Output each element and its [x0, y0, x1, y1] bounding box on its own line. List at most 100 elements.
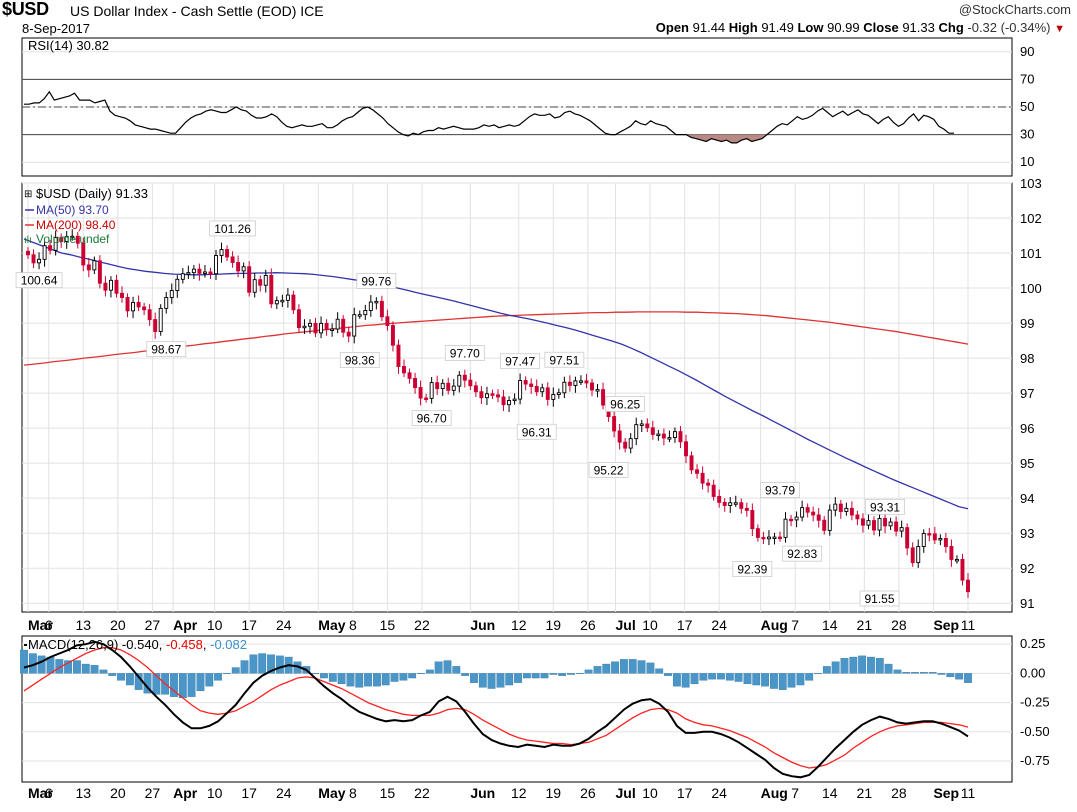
x-tick-label: Sep — [933, 617, 959, 633]
candle — [379, 295, 384, 321]
candle-body — [368, 301, 373, 311]
candle — [396, 339, 401, 374]
candle — [131, 296, 136, 319]
candle-body — [37, 258, 42, 264]
candle-body — [507, 400, 512, 406]
macd-histogram-bar — [364, 673, 372, 687]
x-tick-label: Aug — [761, 785, 788, 801]
candle — [335, 312, 340, 334]
x-tick-label: 10 — [207, 617, 223, 633]
candle-body — [70, 235, 75, 239]
candle-body — [590, 382, 594, 391]
macd-histogram-bar — [170, 673, 178, 697]
candle — [938, 534, 943, 546]
candle-body — [529, 383, 534, 387]
candle — [601, 382, 606, 410]
rsi-legend: RSI(14) 30.82 — [28, 38, 109, 53]
macd-histogram-bar — [717, 673, 725, 680]
candle — [639, 419, 644, 432]
candle-body — [612, 416, 617, 432]
price-tick-label: 95 — [1020, 456, 1034, 471]
candle-body — [490, 393, 495, 396]
candle-body — [136, 301, 141, 308]
candle — [263, 269, 268, 293]
candle — [789, 514, 794, 527]
candle-body — [346, 331, 351, 337]
candle — [252, 272, 257, 298]
candle — [81, 237, 86, 272]
candle-body — [374, 300, 379, 304]
candle — [108, 276, 113, 298]
candle-body — [943, 538, 948, 547]
candle — [943, 532, 948, 553]
candle-body — [379, 300, 384, 318]
x-tick-label: 10 — [642, 785, 658, 801]
macd-histogram-bar — [55, 659, 64, 674]
candle-body — [175, 278, 180, 291]
candle — [479, 386, 484, 404]
x-tick-label: 24 — [711, 617, 727, 633]
candle-body — [899, 527, 904, 532]
candle-body — [313, 322, 318, 334]
price-annotation: 93.79 — [765, 484, 795, 498]
candle-body — [86, 264, 91, 271]
price-annotation-box — [339, 352, 380, 368]
candle — [733, 495, 738, 507]
price-tick-label: 99 — [1020, 316, 1034, 331]
candle-body — [479, 391, 484, 399]
macd-tick-label: -0.50 — [1020, 724, 1050, 739]
candle-body — [308, 322, 312, 327]
candle-body — [744, 507, 749, 511]
macd-histogram-bar — [417, 673, 425, 675]
macd-histogram-bar — [311, 673, 320, 675]
rsi-line — [24, 90, 954, 144]
candle-body — [628, 438, 633, 449]
candle — [363, 304, 368, 320]
candle — [628, 433, 633, 454]
x-tick-label: 20 — [110, 785, 126, 801]
candle-body — [457, 374, 462, 387]
candle-body — [53, 237, 58, 251]
candle-body — [291, 294, 296, 311]
x-tick-label: Jun — [470, 617, 495, 633]
candle — [496, 389, 500, 403]
candle-body — [274, 300, 279, 305]
price-annotation: 93.31 — [870, 500, 900, 514]
candle-body — [623, 441, 628, 449]
candle-body — [396, 344, 401, 367]
x-tick-label: 26 — [580, 785, 596, 801]
candle — [966, 573, 970, 598]
candle-body — [214, 255, 218, 275]
candle-body — [789, 518, 794, 522]
macd-histogram-bar — [858, 655, 867, 674]
x-tick-label: Apr — [173, 785, 198, 801]
macd-histogram-bar — [496, 673, 505, 688]
instrument-name: US Dollar Index - Cash Settle (EOD) ICE — [70, 3, 324, 19]
price-annotation-box — [500, 353, 541, 370]
candle-body — [357, 314, 362, 317]
macd-histogram-bar — [399, 673, 408, 681]
price-annotation: 100.64 — [21, 274, 58, 288]
candle — [26, 247, 30, 259]
candle-body — [390, 325, 395, 346]
candle-body — [424, 397, 429, 400]
candle — [53, 230, 58, 256]
rsi-panel: 90 70 50 30 10 RSI(14) 30.82 — [21, 37, 1034, 177]
candle-body — [551, 394, 556, 400]
candle-body — [518, 380, 523, 400]
macd-histogram-bar — [231, 667, 240, 674]
candle-body — [153, 319, 158, 332]
candle-body — [468, 379, 473, 387]
candle-body — [949, 546, 954, 560]
candle — [755, 524, 760, 542]
candle-body — [595, 389, 600, 392]
candle — [844, 502, 849, 516]
candle-body — [407, 372, 412, 379]
candle — [418, 380, 423, 406]
candle-body — [888, 521, 893, 527]
candle — [739, 498, 744, 514]
candle-body — [545, 387, 550, 400]
candle — [175, 275, 180, 298]
candle-body — [269, 275, 274, 305]
